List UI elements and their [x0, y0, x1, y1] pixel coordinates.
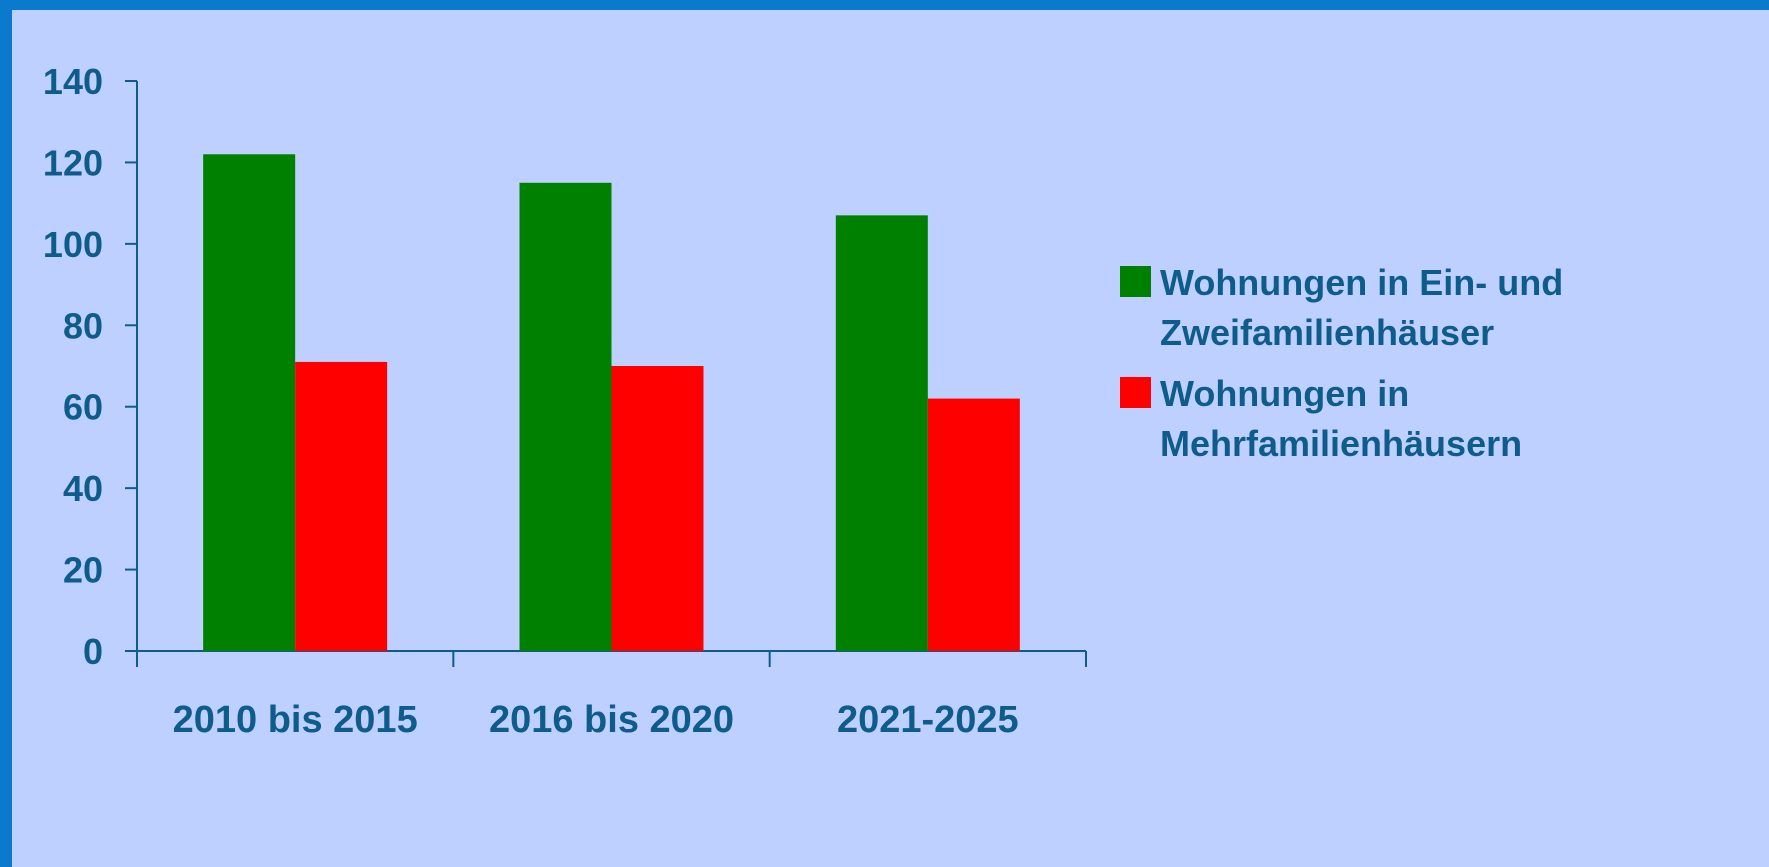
y-tick-label: 40: [63, 468, 103, 509]
legend-swatch-series-1: [1120, 266, 1151, 297]
bars: [203, 154, 1020, 652]
legend-label-series-2: Mehrfamilienhäusern: [1160, 423, 1522, 464]
y-tick-label: 140: [43, 61, 103, 102]
legend-label-series-2: Wohnungen in: [1160, 373, 1409, 414]
y-tick-label: 60: [63, 387, 103, 428]
x-axis: 2010 bis 2015 2016 bis 2020 2021-2025: [136, 650, 1087, 741]
y-tick-label: 100: [43, 224, 103, 265]
legend-label-series-1: Zweifamilienhäuser: [1160, 312, 1494, 353]
y-tick-label: 0: [83, 631, 103, 672]
y-tick-label: 20: [63, 550, 103, 591]
legend: Wohnungen in Ein- und Zweifamilienhäuser W…: [1120, 262, 1563, 464]
x-tick-label: 2016 bis 2020: [489, 699, 734, 741]
bar-series-1-2021-2025: [835, 215, 928, 651]
legend-label-series-1: Wohnungen in Ein- und: [1160, 262, 1563, 303]
y-tick-label: 80: [63, 305, 103, 346]
bar-series-1-2016-bis-2020: [519, 182, 612, 652]
chart-frame: 0 20 40 60 80 100 120 140 2010 bis 2015 2016 bis…: [12, 10, 1769, 867]
bar-series-1-2010-bis-2015: [203, 154, 296, 652]
legend-swatch-series-2: [1120, 377, 1151, 408]
bar-series-2-2021-2025: [927, 398, 1020, 651]
bar-series-2-2016-bis-2020: [611, 366, 704, 651]
x-tick-label: 2021-2025: [837, 699, 1019, 741]
x-tick-label: 2010 bis 2015: [173, 699, 418, 741]
bar-series-2-2010-bis-2015: [295, 361, 388, 651]
y-tick-label: 120: [43, 142, 103, 183]
bar-chart: 0 20 40 60 80 100 120 140 2010 bis 2015 2016 bis…: [43, 61, 1563, 741]
y-axis: 0 20 40 60 80 100 120 140: [43, 61, 138, 672]
